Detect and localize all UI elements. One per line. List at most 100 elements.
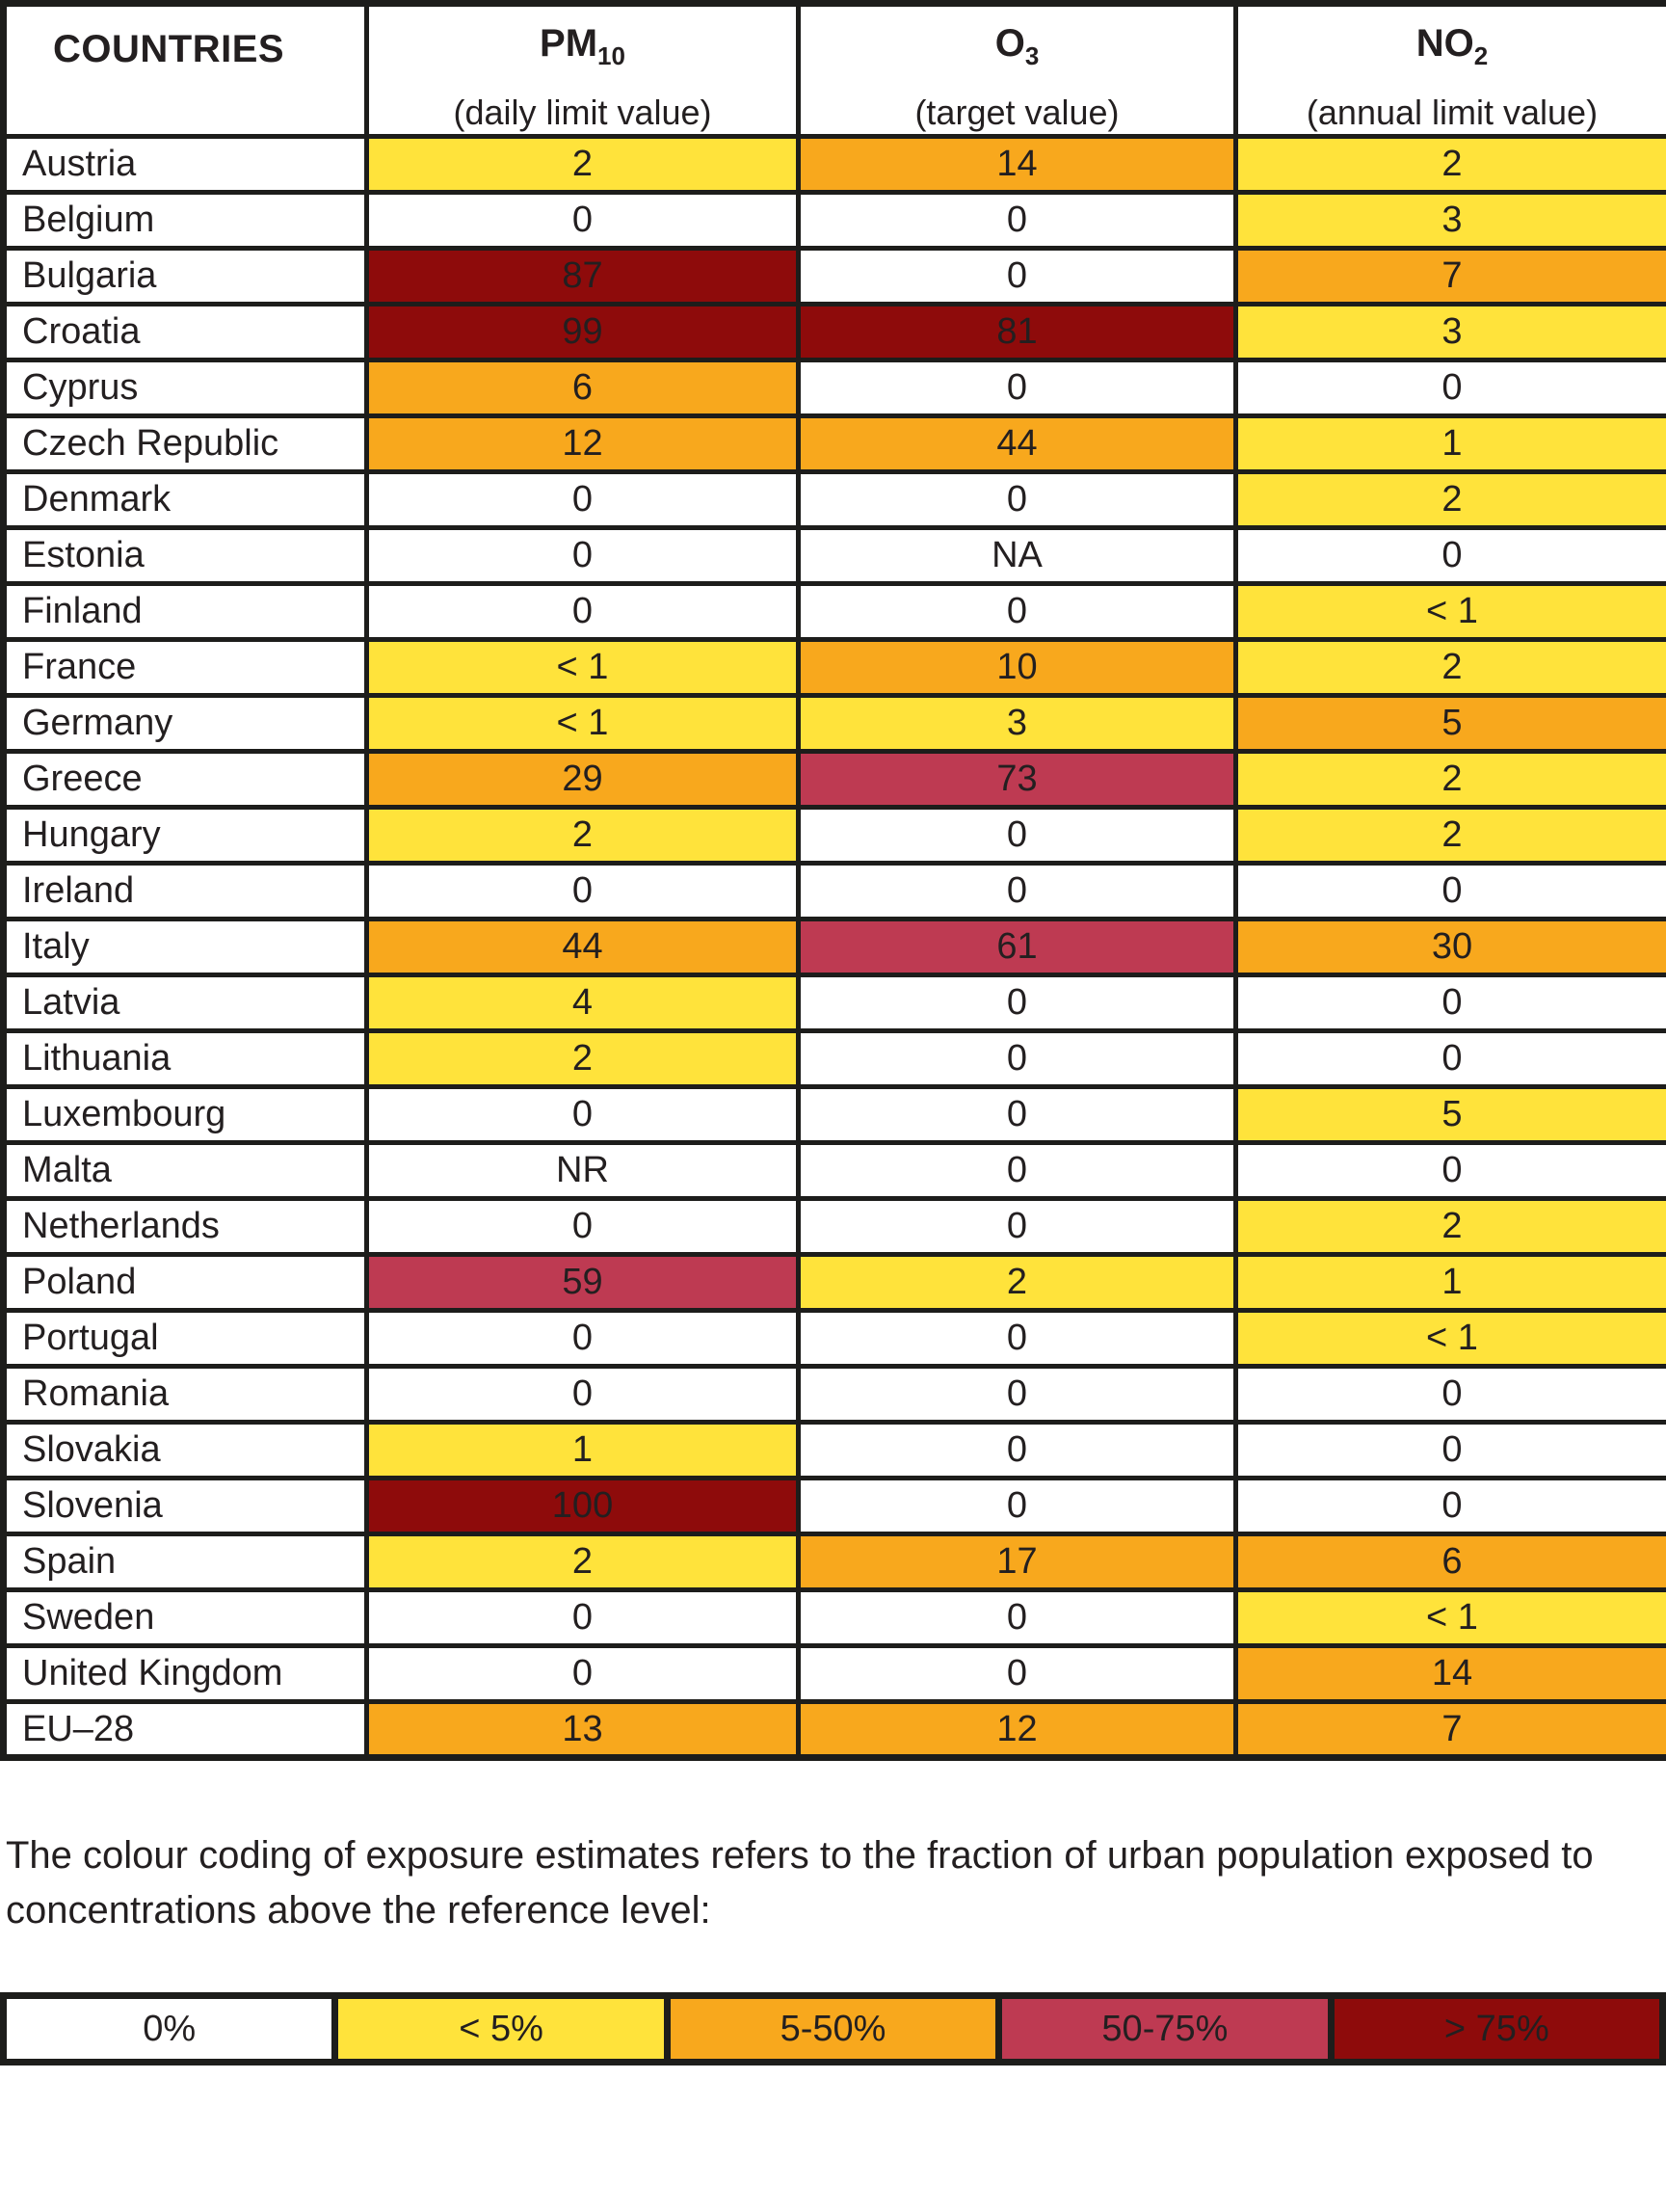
- header-row: COUNTRIES PM10 (daily limit value) O3 (t…: [1, 1, 1666, 139]
- value-cell-pm10: 4: [364, 973, 801, 1033]
- value-cell-pm10: 0: [364, 190, 801, 251]
- value-cell-o3: 17: [796, 1532, 1238, 1592]
- countries-header: COUNTRIES: [1, 1, 369, 139]
- country-cell: Slovakia: [1, 1420, 369, 1480]
- value-cell-no2: < 1: [1233, 1308, 1666, 1369]
- table-row: Bulgaria 87 0 7: [1, 246, 1666, 306]
- table-row: Latvia 4 0 0: [1, 973, 1666, 1033]
- value-cell-pm10: 29: [364, 749, 801, 810]
- value-cell-no2: 1: [1233, 1252, 1666, 1313]
- o3-description: (target value): [914, 93, 1120, 132]
- exposure-legend: 0% < 5% 5-50% 50-75% > 75%: [0, 1992, 1666, 2065]
- value-cell-pm10: 59: [364, 1252, 801, 1313]
- value-cell-o3: 61: [796, 917, 1238, 977]
- value-cell-pm10: 0: [364, 1084, 801, 1145]
- value-cell-no2: 2: [1233, 749, 1666, 810]
- value-cell-pm10: 0: [364, 1196, 801, 1257]
- value-cell-o3: 0: [796, 1420, 1238, 1480]
- table-row: Finland 0 0 < 1: [1, 581, 1666, 642]
- country-cell: Denmark: [1, 469, 369, 530]
- value-cell-o3: NA: [796, 525, 1238, 586]
- table-row: EU–28 13 12 7: [1, 1699, 1666, 1760]
- country-cell: Portugal: [1, 1308, 369, 1369]
- value-cell-pm10: 2: [364, 134, 801, 195]
- value-cell-pm10: NR: [364, 1140, 801, 1201]
- country-cell: Netherlands: [1, 1196, 369, 1257]
- country-cell: Spain: [1, 1532, 369, 1592]
- country-cell: Hungary: [1, 805, 369, 866]
- value-cell-o3: 0: [796, 358, 1238, 418]
- table-row: Denmark 0 0 2: [1, 469, 1666, 530]
- no2-title: NO2: [1415, 22, 1489, 70]
- value-cell-no2: 6: [1233, 1532, 1666, 1592]
- value-cell-pm10: 99: [364, 302, 801, 362]
- value-cell-no2: 0: [1233, 1420, 1666, 1480]
- country-cell: Sweden: [1, 1587, 369, 1648]
- table-row: Italy 44 61 30: [1, 917, 1666, 977]
- value-cell-o3: 81: [796, 302, 1238, 362]
- value-cell-pm10: 1: [364, 1420, 801, 1480]
- country-cell: Czech Republic: [1, 413, 369, 474]
- value-cell-o3: 0: [796, 469, 1238, 530]
- value-cell-o3: 2: [796, 1252, 1238, 1313]
- legend-item: 0%: [7, 1999, 332, 2059]
- country-cell: Greece: [1, 749, 369, 810]
- value-cell-pm10: 13: [364, 1699, 801, 1760]
- table-row: Slovakia 1 0 0: [1, 1420, 1666, 1480]
- value-cell-pm10: 44: [364, 917, 801, 977]
- legend-item: 5-50%: [663, 1999, 996, 2059]
- value-cell-pm10: < 1: [364, 693, 801, 754]
- country-cell: Luxembourg: [1, 1084, 369, 1145]
- country-cell: Estonia: [1, 525, 369, 586]
- country-cell: France: [1, 637, 369, 698]
- legend-item: 50-75%: [995, 1999, 1328, 2059]
- country-cell: Malta: [1, 1140, 369, 1201]
- value-cell-no2: 5: [1233, 1084, 1666, 1145]
- value-cell-o3: 10: [796, 637, 1238, 698]
- value-cell-pm10: 2: [364, 1028, 801, 1089]
- no2-header: NO2 (annual limit value): [1233, 1, 1666, 139]
- pm10-title: PM10: [540, 22, 625, 70]
- value-cell-o3: 0: [796, 1476, 1238, 1536]
- value-cell-pm10: 2: [364, 805, 801, 866]
- value-cell-no2: 3: [1233, 190, 1666, 251]
- table-row: Portugal 0 0 < 1: [1, 1308, 1666, 1369]
- value-cell-pm10: 0: [364, 525, 801, 586]
- value-cell-o3: 0: [796, 190, 1238, 251]
- value-cell-o3: 44: [796, 413, 1238, 474]
- value-cell-o3: 0: [796, 973, 1238, 1033]
- value-cell-o3: 0: [796, 1308, 1238, 1369]
- country-cell: Germany: [1, 693, 369, 754]
- value-cell-no2: 3: [1233, 302, 1666, 362]
- value-cell-pm10: 2: [364, 1532, 801, 1592]
- value-cell-o3: 0: [796, 861, 1238, 921]
- table-row: Romania 0 0 0: [1, 1364, 1666, 1425]
- exposure-table: COUNTRIES PM10 (daily limit value) O3 (t…: [0, 0, 1666, 1761]
- table-row: Malta NR 0 0: [1, 1140, 1666, 1201]
- legend-item: < 5%: [331, 1999, 664, 2059]
- table-row: Estonia 0 NA 0: [1, 525, 1666, 586]
- country-cell: Italy: [1, 917, 369, 977]
- value-cell-no2: 0: [1233, 1364, 1666, 1425]
- value-cell-pm10: 0: [364, 1643, 801, 1704]
- value-cell-no2: 0: [1233, 1476, 1666, 1536]
- value-cell-o3: 73: [796, 749, 1238, 810]
- o3-title: O3: [994, 22, 1040, 70]
- value-cell-o3: 0: [796, 581, 1238, 642]
- value-cell-no2: 7: [1233, 246, 1666, 306]
- value-cell-pm10: 0: [364, 861, 801, 921]
- table-row: Slovenia 100 0 0: [1, 1476, 1666, 1536]
- table-row: Belgium 0 0 3: [1, 190, 1666, 251]
- value-cell-pm10: < 1: [364, 637, 801, 698]
- no2-description: (annual limit value): [1306, 93, 1599, 132]
- value-cell-pm10: 0: [364, 469, 801, 530]
- pm10-header: PM10 (daily limit value): [364, 1, 801, 139]
- value-cell-no2: 2: [1233, 469, 1666, 530]
- value-cell-no2: 2: [1233, 637, 1666, 698]
- value-cell-no2: 30: [1233, 917, 1666, 977]
- value-cell-no2: < 1: [1233, 1587, 1666, 1648]
- table-row: Austria 2 14 2: [1, 134, 1666, 195]
- table-row: Sweden 0 0 < 1: [1, 1587, 1666, 1648]
- country-cell: Finland: [1, 581, 369, 642]
